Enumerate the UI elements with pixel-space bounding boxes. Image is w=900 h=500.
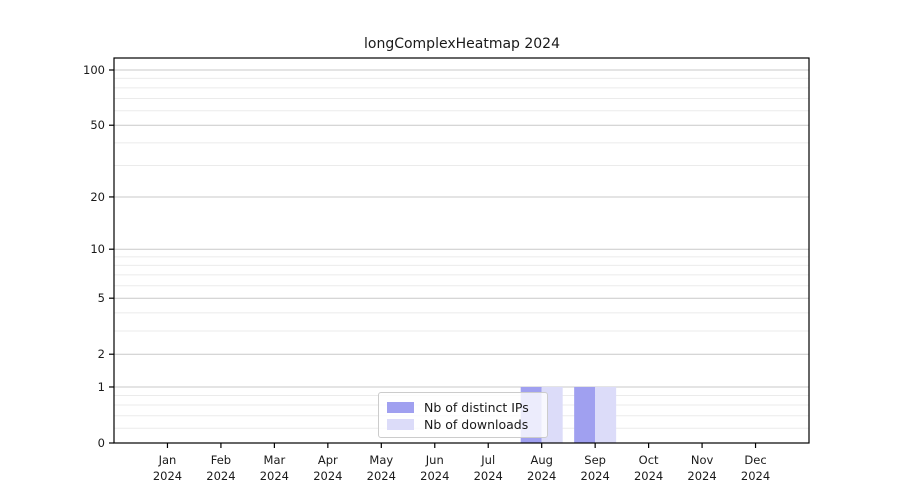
y-tick-label: 100 xyxy=(83,63,105,77)
legend-label-distinct-ips: Nb of distinct IPs xyxy=(424,399,529,415)
y-tick-label: 50 xyxy=(90,118,105,132)
x-tick-label-year: 2024 xyxy=(313,469,342,483)
y-tick-label: 1 xyxy=(98,380,105,394)
x-tick-label-year: 2024 xyxy=(687,469,716,483)
x-tick-label-month: Nov xyxy=(691,453,714,467)
x-tick-label-year: 2024 xyxy=(260,469,289,483)
legend-item-distinct-ips: Nb of distinct IPs xyxy=(387,399,539,415)
y-tick-label: 2 xyxy=(98,347,105,361)
x-tick-label-month: Jul xyxy=(480,453,495,467)
y-tick-label: 0 xyxy=(98,436,105,450)
x-tick-label-year: 2024 xyxy=(581,469,610,483)
x-tick-label-year: 2024 xyxy=(634,469,663,483)
x-tick-label-month: Jan xyxy=(158,453,177,467)
x-tick-label-month: Dec xyxy=(744,453,766,467)
legend-swatch-distinct-ips xyxy=(387,401,414,413)
x-tick-label-year: 2024 xyxy=(206,469,235,483)
y-tick-label: 20 xyxy=(90,190,105,204)
x-tick-label-month: Aug xyxy=(530,453,552,467)
plot-border xyxy=(113,57,810,444)
x-tick-label-year: 2024 xyxy=(420,469,449,483)
legend-swatch-downloads xyxy=(387,418,414,430)
bar-distinct-ips xyxy=(574,386,596,443)
x-tick-label-month: Feb xyxy=(211,453,231,467)
legend-item-downloads: Nb of downloads xyxy=(387,416,539,432)
x-tick-label-month: Apr xyxy=(318,453,338,467)
chart-title: longComplexHeatmap 2024 xyxy=(363,36,560,52)
x-tick-label-year: 2024 xyxy=(367,469,396,483)
legend-label-downloads: Nb of downloads xyxy=(424,416,529,432)
y-tick-label: 10 xyxy=(90,242,105,256)
x-tick-label-month: May xyxy=(369,453,393,467)
x-tick-label-year: 2024 xyxy=(527,469,556,483)
x-tick-label-year: 2024 xyxy=(153,469,182,483)
x-tick-label-year: 2024 xyxy=(741,469,770,483)
x-tick-label-month: Jun xyxy=(425,453,444,467)
y-tick-label: 5 xyxy=(98,291,105,305)
x-tick-label-year: 2024 xyxy=(474,469,503,483)
bar-downloads xyxy=(595,386,617,443)
x-tick-label-month: Oct xyxy=(639,453,659,467)
x-tick-label-month: Mar xyxy=(264,453,286,467)
x-tick-label-month: Sep xyxy=(584,453,606,467)
legend: Nb of distinct IPs Nb of downloads xyxy=(378,392,548,438)
